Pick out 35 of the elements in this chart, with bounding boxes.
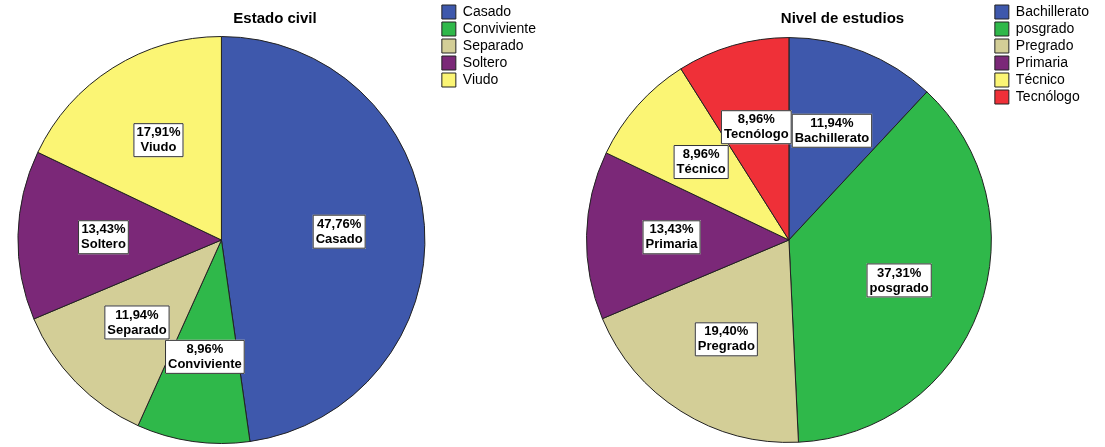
data-label: 11,94% <box>810 114 855 130</box>
slice-label: Viudo <box>140 139 177 155</box>
data-label: 19,40% <box>704 323 749 339</box>
data-label: 8,96% <box>682 146 721 162</box>
slice-label: Soltero <box>81 236 126 252</box>
data-label: 37,31% <box>877 264 922 280</box>
slice-label: Técnico <box>676 161 726 177</box>
data-label: 11,94% <box>115 306 160 322</box>
legend-label: posgrado <box>1015 19 1075 36</box>
chart-title: Nivel de estudios <box>780 9 905 27</box>
legend-label: Técnico <box>1015 70 1066 87</box>
slice-label: Primaria <box>645 236 699 252</box>
slice-label: Tecnólogo <box>723 126 789 142</box>
slice-label: Casado <box>315 230 363 246</box>
slice-label: Conviviente <box>168 355 242 371</box>
legend-label: Primaria <box>1015 53 1069 70</box>
data-label: 13,43% <box>649 221 695 237</box>
slice-label: posgrado <box>869 279 929 295</box>
legend-label: Separado <box>462 36 524 53</box>
data-label: 17,91% <box>136 124 181 140</box>
slice-label: Separado <box>107 321 167 337</box>
slice-label: Pregrado <box>697 338 755 354</box>
legend-label: Viudo <box>462 70 499 87</box>
legend-label: Soltero <box>462 53 508 70</box>
data-label: 47,76% <box>317 215 362 231</box>
legend-label: Bachillerato <box>1015 2 1090 19</box>
chart-title: Estado civil <box>233 9 317 27</box>
legend-label: Casado <box>462 2 512 19</box>
data-label: 8,96% <box>737 111 776 127</box>
data-label: 13,43% <box>81 221 126 237</box>
legend-label: Conviviente <box>462 19 537 36</box>
legend-label: Pregrado <box>1015 36 1074 53</box>
data-label: 8,96% <box>186 340 224 356</box>
slice-label: Bachillerato <box>794 129 870 145</box>
legend-label: Tecnólogo <box>1015 87 1080 104</box>
